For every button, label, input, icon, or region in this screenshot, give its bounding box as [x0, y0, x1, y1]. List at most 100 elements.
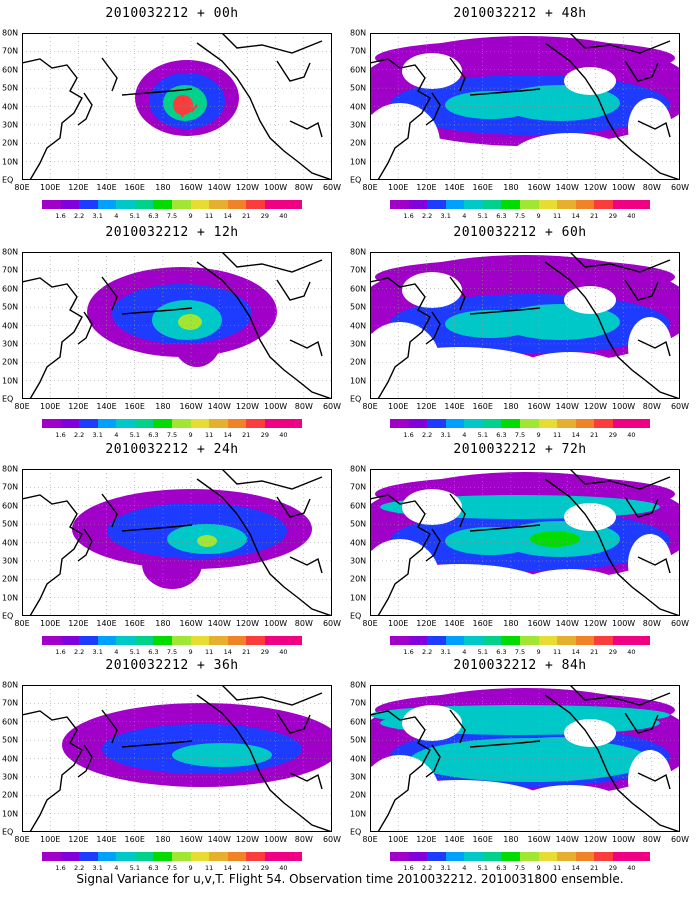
variance-gap	[628, 98, 672, 158]
colorbar-swatch	[264, 200, 284, 209]
colorbar-swatch	[42, 852, 61, 861]
colorbar-label: 3.1	[92, 212, 103, 220]
colorbar-swatch	[612, 852, 632, 861]
lon-tick-label: 140W	[555, 835, 579, 844]
lon-tick-label: 140W	[207, 402, 231, 411]
colorbar-swatch	[209, 852, 228, 861]
lon-tick-label: 100W	[612, 619, 636, 628]
colorbar-swatch	[209, 636, 228, 645]
lat-tick-label: 80N	[350, 464, 367, 474]
map-field-36h	[22, 685, 332, 832]
gridlines	[22, 33, 332, 180]
lon-tick-label: 120W	[235, 619, 260, 628]
colorbar-swatch	[153, 419, 173, 428]
colorbar-swatch	[501, 852, 521, 861]
lon-tick-label: 180	[155, 402, 171, 411]
lat-tick-label: 40N	[350, 754, 367, 763]
colorbar-swatch	[97, 636, 117, 645]
colorbar-swatch	[538, 852, 558, 861]
map-panel-36h: 2010032212 + 36h 80N 70N 60N 50N 40N 30N 20N 10N…	[2, 658, 342, 878]
colorbar-label: 4	[114, 431, 119, 439]
variance-contour	[445, 91, 535, 119]
colorbar-swatch	[464, 200, 483, 209]
colorbar-swatch	[631, 852, 651, 861]
colorbar-swatch	[209, 200, 228, 209]
colorbar-swatch	[464, 852, 483, 861]
lat-tick-label: 10N	[350, 593, 367, 603]
colorbar	[42, 636, 303, 645]
lon-tick-label: 140W	[207, 835, 231, 844]
colorbar-swatch	[60, 852, 80, 861]
lon-tick-label: 100E	[40, 183, 61, 192]
lon-tick-label: 160E	[472, 619, 493, 628]
colorbar-swatch	[97, 852, 117, 861]
lon-tick-label: 80E	[14, 402, 30, 411]
variance-contour	[172, 743, 272, 767]
lon-tick-label: 120W	[235, 835, 260, 844]
colorbar-label: 2.2	[421, 648, 433, 656]
coastline	[22, 685, 332, 832]
colorbar-label: 9	[188, 212, 193, 220]
colorbar-swatch	[227, 636, 247, 645]
colorbar-label: 14	[223, 431, 232, 439]
colorbar-swatch	[520, 636, 539, 645]
lon-tick-label: 160E	[124, 835, 145, 844]
colorbar-label: 6.3	[496, 864, 507, 872]
coastline	[370, 469, 680, 616]
map-svg	[22, 33, 332, 180]
colorbar-swatch	[538, 419, 558, 428]
colorbar	[42, 200, 303, 209]
colorbar-label: 40	[279, 212, 288, 220]
lon-tick-label: 100W	[264, 402, 288, 411]
colorbar-label: 3.1	[92, 431, 103, 439]
colorbar-swatch	[445, 852, 465, 861]
lat-tick-label: 80N	[350, 247, 367, 257]
lat-tick-label: 80N	[350, 680, 367, 690]
lat-tick-label: EQ	[2, 827, 14, 837]
colorbar-label: 2.2	[421, 212, 433, 220]
map-field-24h	[22, 469, 332, 616]
lon-tick-label: 100W	[264, 835, 288, 844]
lon-tick-label: 100E	[388, 183, 409, 192]
colorbar-label: 7.5	[514, 864, 526, 872]
lon-tick-label: 120E	[68, 619, 89, 628]
lon-tick-label: 60W	[670, 402, 690, 411]
colorbar-swatch	[538, 200, 558, 209]
colorbar-swatch	[134, 636, 154, 645]
map-panel-24h: 2010032212 + 24h 80N 70N 60N 50N 40N 30N 20N 10N…	[2, 442, 342, 662]
colorbar-swatch	[482, 200, 502, 209]
lat-tick-label: 20N	[2, 138, 19, 148]
variance-gap	[564, 503, 616, 531]
colorbar-swatch	[283, 636, 303, 645]
lon-tick-label: 180	[503, 619, 519, 628]
lon-tick-label: 60W	[322, 402, 342, 411]
lat-tick-label: 20N	[350, 138, 367, 148]
colorbar-label: 11	[553, 212, 562, 220]
variance-gap	[370, 347, 550, 397]
lon-tick-label: 80W	[294, 402, 313, 411]
colorbar-swatch	[172, 419, 191, 428]
gridlines	[22, 252, 332, 399]
map-panel-84h: 2010032212 + 84h 80N 70N 60N 50N 40N 30N 20N 10N…	[350, 658, 690, 878]
colorbar-label: 21	[242, 864, 251, 872]
lon-tick-label: 120W	[235, 402, 260, 411]
colorbar-label: 1.6	[55, 431, 66, 439]
map-field-00h	[22, 33, 332, 180]
colorbar-label: 5.1	[129, 864, 141, 872]
coastline	[22, 33, 332, 180]
lon-tick-label: 80W	[294, 835, 313, 844]
colorbar-label: 40	[279, 431, 288, 439]
lat-tick-label: 10N	[350, 809, 367, 819]
lon-tick-label: 100E	[388, 835, 409, 844]
colorbar-label: 1.6	[403, 212, 414, 220]
colorbar-label: 1.6	[403, 864, 414, 872]
coastline	[370, 685, 680, 832]
lat-tick-label: 80N	[2, 28, 19, 38]
lon-tick-label: 80W	[642, 183, 661, 192]
colorbar-swatch	[427, 419, 446, 428]
lat-tick-label: 30N	[2, 339, 19, 349]
colorbar-swatch	[557, 636, 576, 645]
colorbar-swatch	[60, 636, 80, 645]
colorbar-label: 14	[571, 431, 580, 439]
lat-tick-label: 20N	[2, 790, 19, 800]
